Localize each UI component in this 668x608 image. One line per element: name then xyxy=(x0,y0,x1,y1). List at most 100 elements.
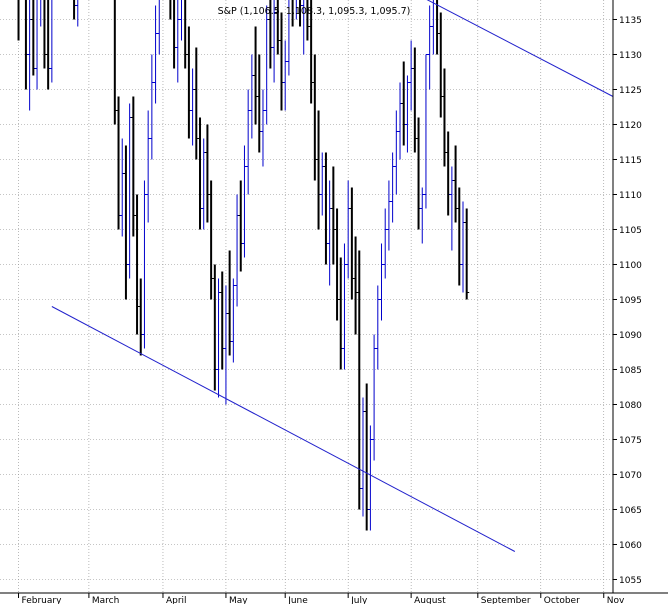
y-tick-label: 1060 xyxy=(619,541,642,551)
ohlc-bar xyxy=(169,0,172,20)
ohlc-bar xyxy=(249,54,255,139)
ohlc-bar xyxy=(416,117,422,230)
ohlc-bar xyxy=(412,47,418,153)
ohlc-bar xyxy=(216,278,222,398)
ohlc-bar xyxy=(264,5,270,125)
x-tick-label: February xyxy=(22,596,63,604)
y-tick-label: 1065 xyxy=(619,506,642,516)
ohlc-bar xyxy=(24,0,29,90)
ohlc-bar xyxy=(430,0,434,55)
y-tick-label: 1130 xyxy=(619,51,642,61)
ohlc-bar xyxy=(460,201,466,293)
ohlc-bar xyxy=(349,187,355,300)
ohlc-bar xyxy=(219,271,225,370)
ohlc-bar xyxy=(184,0,188,69)
ohlc-bar xyxy=(245,89,251,195)
x-tick-label: March xyxy=(92,596,119,604)
ohlc-bar xyxy=(323,152,329,265)
ohlc-bar xyxy=(371,334,377,461)
grid xyxy=(0,0,613,593)
ohlc-bar xyxy=(312,54,318,181)
ohlc-bar xyxy=(123,145,129,300)
x-tick-label: Nov xyxy=(607,596,625,604)
ohlc-bar xyxy=(145,110,151,223)
ohlc-bar xyxy=(138,278,144,356)
trendline-3 xyxy=(51,306,516,552)
ohlc-bar xyxy=(445,131,451,216)
ohlc-bar xyxy=(223,285,229,405)
ohlc-bar xyxy=(127,103,133,279)
x-axis-ticks: February March April May June July August Septe… xyxy=(18,593,625,606)
y-tick-label: 1070 xyxy=(619,471,642,481)
x-tick-label: May xyxy=(229,596,248,604)
ohlc-bar xyxy=(238,180,244,272)
x-tick-label: October xyxy=(544,596,580,604)
ohlc-bar xyxy=(45,0,51,90)
ohlc-bar xyxy=(286,0,290,76)
y-tick-label: 1085 xyxy=(619,366,642,376)
ohlc-bar xyxy=(186,26,192,139)
ohlc-bar xyxy=(327,180,333,286)
y-tick-label: 1100 xyxy=(619,261,642,271)
y-tick-label: 1120 xyxy=(619,121,642,131)
ohlc-bar xyxy=(456,187,462,286)
ohlc-bar xyxy=(278,12,284,111)
ohlc-bar xyxy=(397,82,403,160)
y-tick-label: 1095 xyxy=(619,296,642,306)
ohlc-bar xyxy=(141,180,147,349)
y-tick-label: 1055 xyxy=(619,576,642,586)
ohlc-bar xyxy=(367,425,373,531)
y-tick-label: 1090 xyxy=(619,331,642,341)
ohlc-bar xyxy=(193,47,199,160)
ohlc-bar xyxy=(379,243,385,321)
y-tick-label: 1080 xyxy=(619,401,642,411)
ohlc-bar xyxy=(253,26,259,125)
price-bars xyxy=(17,0,470,531)
trendlines xyxy=(51,0,614,552)
ohlc-bar xyxy=(449,166,455,251)
ohlc-bar xyxy=(408,40,414,111)
ohlc-bar xyxy=(436,0,440,55)
ohlc-bar xyxy=(353,236,359,335)
y-tick-label: 1125 xyxy=(619,86,642,96)
ohlc-bar xyxy=(338,257,344,370)
ohlc-bar xyxy=(260,89,266,167)
ohlc-bar xyxy=(441,68,447,167)
ohlc-bar xyxy=(234,194,240,307)
ohlc-bar xyxy=(316,110,322,230)
y-tick-label: 1110 xyxy=(619,191,642,201)
y-tick-label: 1135 xyxy=(619,16,642,26)
ohlc-bar xyxy=(73,0,77,20)
ohlc-bar xyxy=(256,54,262,153)
ohlc-bar xyxy=(175,0,181,83)
ohlc-bar xyxy=(241,145,247,258)
ohlc-bar xyxy=(119,138,125,237)
ohlc-bar xyxy=(404,75,410,153)
ohlc-bar xyxy=(282,40,288,111)
ohlc-bar xyxy=(345,180,351,279)
ohlc-bar xyxy=(197,117,203,230)
ohlc-bar xyxy=(208,180,214,300)
x-tick-label: August xyxy=(414,596,446,604)
ohlc-bar xyxy=(393,110,399,195)
x-tick-label: July xyxy=(350,596,368,604)
ohlc-bar xyxy=(341,243,347,370)
ohlc-bar xyxy=(295,0,297,20)
ohlc-bar xyxy=(382,208,388,279)
ohlc-bar xyxy=(375,285,381,370)
ohlc-bar xyxy=(230,278,236,363)
ohlc-bar xyxy=(453,145,459,223)
ohlc-bar xyxy=(291,0,294,27)
ohlc-bar xyxy=(319,152,325,216)
ohlc-bar xyxy=(301,0,305,55)
ohlc-bar xyxy=(360,397,366,517)
y-tick-label: 1105 xyxy=(619,226,642,236)
ohlc-bar xyxy=(401,61,407,146)
ohlc-bar xyxy=(427,5,433,90)
ohlc-bar xyxy=(364,383,370,531)
ohlc-bar xyxy=(190,68,196,146)
y-axis-ticks: 1055 1060 1065 1070 1075 1080 1085 1090 1095 1100… xyxy=(613,16,642,586)
x-tick-label: September xyxy=(481,596,531,604)
